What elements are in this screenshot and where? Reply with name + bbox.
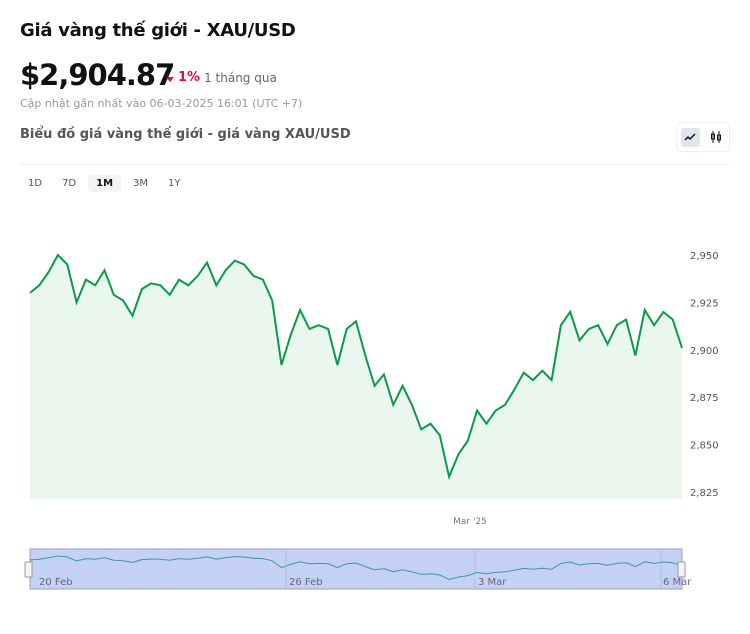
candlestick-button[interactable]	[707, 128, 726, 147]
change-percent: 1%	[178, 70, 201, 85]
price-line	[29, 253, 683, 481]
navigator-line	[29, 555, 683, 580]
candlestick-icon	[711, 131, 721, 143]
area-fill	[30, 255, 682, 499]
range-7d[interactable]: 7D	[62, 178, 77, 189]
navigator-handle-right[interactable]	[677, 561, 686, 578]
y-tick-label: 2,925	[690, 298, 719, 309]
navigator[interactable]	[29, 548, 683, 590]
range-1m[interactable]: 1M	[88, 175, 122, 192]
last-updated: Cập nhật gần nhất vào 06-03-2025 16:01 (…	[20, 97, 303, 110]
navigator-handle-left[interactable]	[24, 561, 33, 578]
divider	[20, 164, 730, 165]
page-title: Giá vàng thế giới - XAU/USD	[20, 20, 296, 41]
change-period: 1 tháng qua	[204, 70, 277, 85]
y-tick-label: 2,900	[690, 346, 719, 357]
navigator-label: 6 Mar	[663, 577, 692, 588]
line-chart-icon	[684, 133, 696, 141]
range-1d[interactable]: 1D	[28, 178, 43, 189]
y-tick-label: 2,950	[690, 251, 719, 262]
current-price: $2,904.87	[20, 58, 175, 92]
navigator-label: 20 Feb	[39, 577, 73, 588]
range-1y[interactable]: 1Y	[168, 178, 181, 189]
navigator-label: 3 Mar	[478, 577, 507, 588]
chart-title: Biểu đồ giá vàng thế giới - giá vàng XAU…	[20, 127, 351, 142]
x-tick-label: Mar '25	[453, 517, 487, 527]
y-tick-label: 2,825	[690, 488, 719, 499]
range-selector: 1D 7D 1M 3M 1Y	[20, 175, 189, 192]
chart-type-toggle	[676, 122, 730, 152]
range-3m[interactable]: 3M	[133, 178, 149, 189]
navigator-label: 26 Feb	[289, 577, 323, 588]
line-chart-button[interactable]	[680, 127, 700, 147]
down-arrow-icon	[166, 76, 174, 82]
price-change: 1% 1 tháng qua	[166, 70, 277, 85]
y-tick-label: 2,875	[690, 393, 719, 404]
y-tick-label: 2,850	[690, 441, 719, 452]
